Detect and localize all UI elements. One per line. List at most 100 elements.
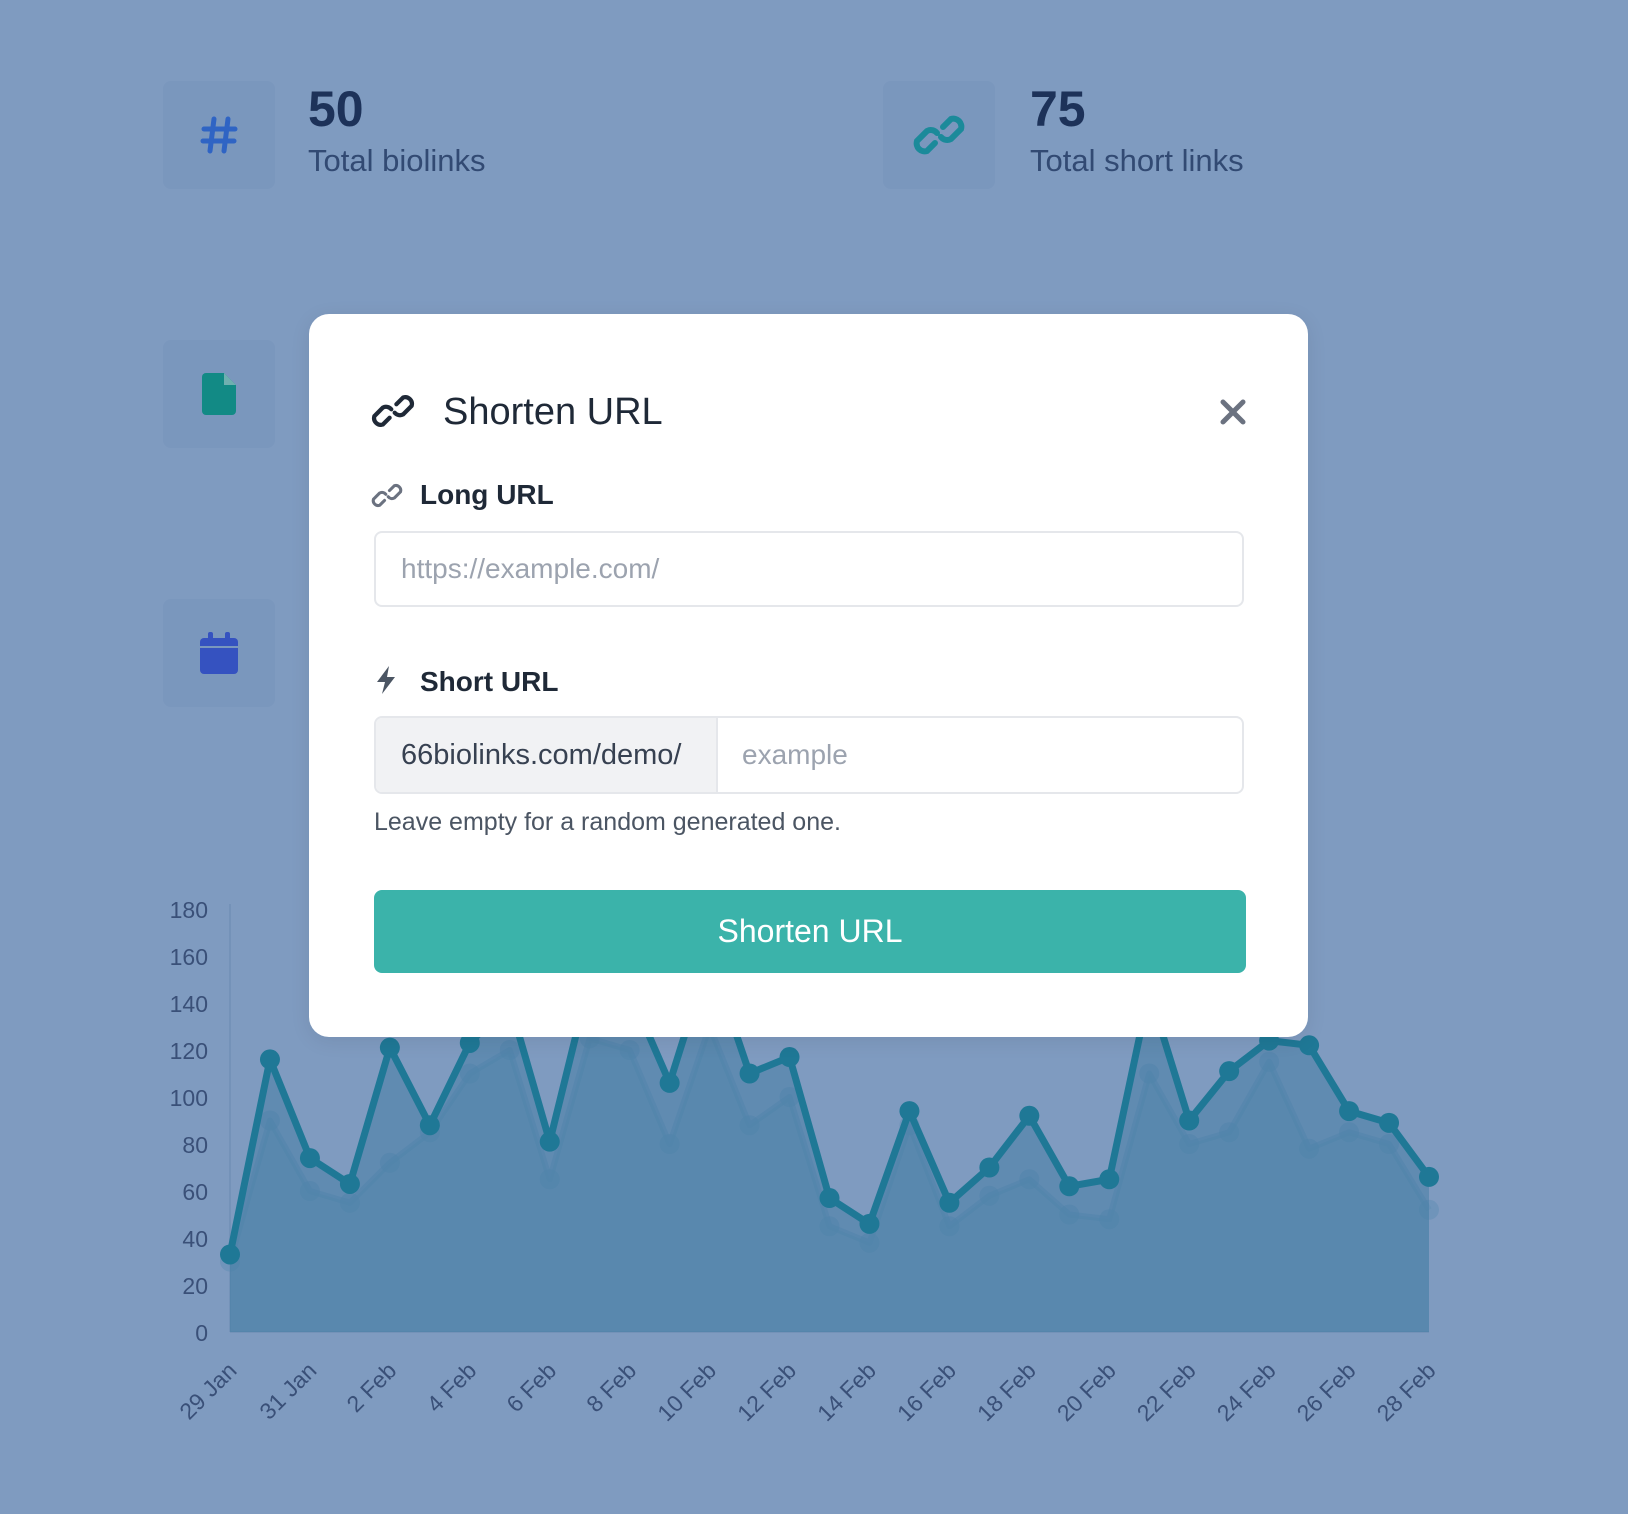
y-tick-label: 80 bbox=[182, 1132, 208, 1158]
data-point bbox=[1099, 1209, 1120, 1230]
x-tick-label: 8 Feb bbox=[581, 1357, 641, 1417]
y-tick-label: 100 bbox=[170, 1085, 208, 1111]
data-point bbox=[539, 1169, 560, 1190]
data-point bbox=[939, 1216, 960, 1237]
data-point bbox=[299, 1181, 320, 1201]
data-point bbox=[819, 1188, 840, 1209]
x-tick-label: 29 Jan bbox=[174, 1357, 241, 1424]
x-tick-label: 12 Feb bbox=[732, 1357, 801, 1426]
data-point bbox=[1179, 1110, 1200, 1131]
data-point bbox=[819, 1216, 840, 1237]
stat-value: 75 bbox=[1030, 81, 1086, 137]
file-icon bbox=[163, 340, 275, 448]
bolt-icon bbox=[375, 666, 397, 699]
y-tick-label: 60 bbox=[182, 1179, 208, 1205]
data-point bbox=[1059, 1176, 1080, 1197]
link-icon bbox=[371, 482, 403, 514]
y-tick-label: 120 bbox=[170, 1038, 208, 1064]
y-tick-label: 0 bbox=[195, 1320, 208, 1346]
data-point bbox=[339, 1192, 360, 1213]
shorten-url-modal: Shorten URL Long URL https://example.com… bbox=[309, 314, 1308, 1037]
data-point bbox=[1419, 1166, 1439, 1187]
data-point bbox=[1019, 1169, 1040, 1190]
data-point bbox=[259, 1110, 280, 1131]
data-point bbox=[1219, 1122, 1240, 1143]
data-point bbox=[659, 1072, 680, 1093]
y-tick-label: 20 bbox=[182, 1273, 208, 1299]
data-point bbox=[1379, 1134, 1400, 1154]
data-point bbox=[419, 1115, 440, 1136]
x-tick-label: 18 Feb bbox=[972, 1357, 1041, 1426]
long-url-label: Long URL bbox=[420, 479, 554, 510]
x-tick-label: 2 Feb bbox=[341, 1357, 401, 1417]
x-tick-label: 4 Feb bbox=[421, 1357, 481, 1417]
x-tick-label: 24 Feb bbox=[1212, 1357, 1281, 1426]
x-tick-label: 31 Jan bbox=[254, 1357, 321, 1424]
series-area bbox=[230, 1026, 1429, 1332]
data-point bbox=[1219, 1061, 1240, 1082]
x-tick-label: 26 Feb bbox=[1292, 1357, 1361, 1426]
x-tick-label: 28 Feb bbox=[1372, 1357, 1441, 1426]
y-tick-label: 140 bbox=[170, 991, 208, 1017]
data-point bbox=[1259, 1051, 1280, 1072]
long-url-input[interactable]: https://example.com/ bbox=[374, 531, 1244, 607]
x-tick-label: 6 Feb bbox=[501, 1357, 561, 1417]
data-point bbox=[1099, 1169, 1120, 1190]
data-point bbox=[379, 1152, 400, 1173]
link-icon bbox=[883, 81, 995, 189]
data-point bbox=[939, 1192, 960, 1213]
y-tick-label: 40 bbox=[182, 1226, 208, 1252]
data-point bbox=[739, 1115, 760, 1136]
calendar-icon bbox=[163, 599, 275, 707]
data-point bbox=[979, 1185, 1000, 1206]
close-button[interactable] bbox=[1215, 394, 1251, 430]
data-point bbox=[739, 1063, 760, 1084]
close-icon bbox=[1220, 399, 1246, 425]
help-text: Leave empty for a random generated one. bbox=[374, 808, 841, 836]
data-point bbox=[1299, 1035, 1320, 1056]
short-url-input-group: 66biolinks.com/demo/ example bbox=[374, 716, 1244, 794]
data-point bbox=[779, 1087, 800, 1107]
data-point bbox=[539, 1131, 560, 1152]
data-point bbox=[1419, 1199, 1439, 1220]
data-point bbox=[459, 1063, 480, 1084]
y-tick-label: 160 bbox=[170, 944, 208, 970]
y-tick-label: 180 bbox=[170, 897, 208, 923]
x-tick-label: 14 Feb bbox=[812, 1357, 881, 1426]
data-point bbox=[379, 1037, 400, 1058]
stat-label: Total short links bbox=[1030, 143, 1244, 178]
data-point bbox=[1339, 1101, 1360, 1122]
short-url-input[interactable]: example bbox=[742, 739, 848, 770]
short-url-prefix: 66biolinks.com/demo/ bbox=[376, 718, 718, 792]
x-tick-label: 22 Feb bbox=[1132, 1357, 1201, 1426]
data-point bbox=[859, 1213, 880, 1234]
data-point bbox=[779, 1047, 800, 1068]
stat-label: Total biolinks bbox=[308, 143, 486, 178]
modal-title: Shorten URL bbox=[443, 391, 663, 433]
data-point bbox=[1179, 1134, 1200, 1154]
x-tick-label: 10 Feb bbox=[652, 1357, 721, 1426]
x-tick-label: 16 Feb bbox=[892, 1357, 961, 1426]
short-url-label: Short URL bbox=[420, 666, 559, 697]
data-point bbox=[899, 1101, 920, 1122]
series-area bbox=[230, 956, 1429, 1332]
data-point bbox=[220, 1244, 240, 1265]
data-point bbox=[1379, 1112, 1400, 1133]
x-tick-label: 20 Feb bbox=[1052, 1357, 1121, 1426]
data-point bbox=[1019, 1105, 1040, 1126]
data-point bbox=[339, 1173, 360, 1194]
data-point bbox=[979, 1157, 1000, 1178]
data-point bbox=[459, 1032, 480, 1053]
stat-value: 50 bbox=[308, 81, 364, 137]
data-point bbox=[499, 1040, 520, 1060]
data-point bbox=[1139, 1063, 1160, 1084]
data-point bbox=[259, 1049, 280, 1070]
data-point bbox=[619, 1040, 640, 1060]
hashtag-icon bbox=[163, 81, 275, 189]
data-point bbox=[659, 1134, 680, 1154]
link-icon bbox=[371, 392, 415, 435]
data-point bbox=[299, 1148, 320, 1169]
shorten-url-button[interactable]: Shorten URL bbox=[374, 890, 1246, 973]
data-point bbox=[859, 1232, 880, 1253]
